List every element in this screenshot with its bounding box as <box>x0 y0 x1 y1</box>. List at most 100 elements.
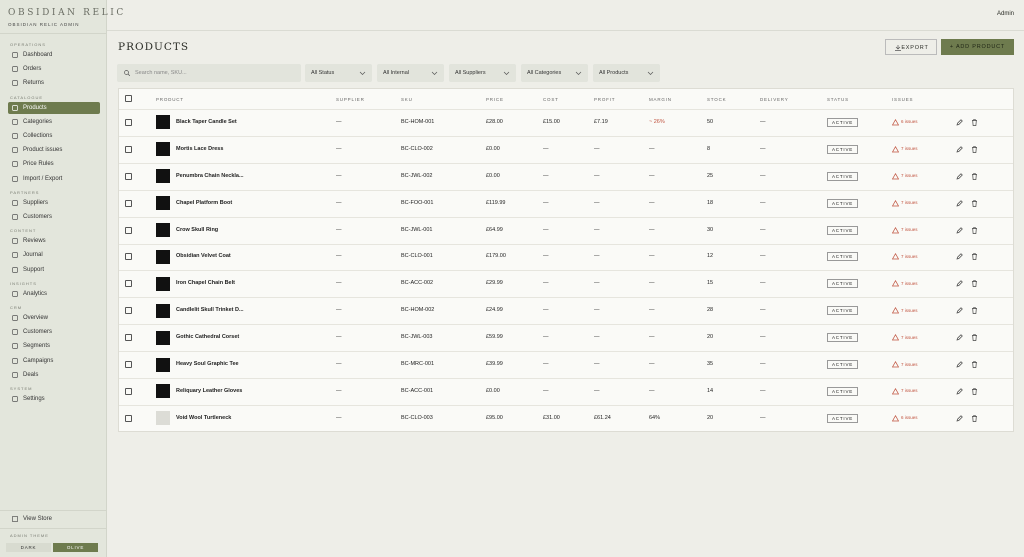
edit-button[interactable] <box>956 146 963 153</box>
nav-item[interactable]: Segments <box>8 340 100 352</box>
nav-item[interactable]: Journal <box>8 249 100 261</box>
nav-item[interactable]: Support <box>8 264 100 276</box>
nav-item[interactable]: Suppliers <box>8 197 100 209</box>
table-cell: — <box>594 361 600 368</box>
issues-count[interactable]: 7 issues <box>901 146 918 152</box>
nav-item[interactable]: Campaigns <box>8 355 100 367</box>
delete-button[interactable] <box>971 415 978 422</box>
delete-button[interactable] <box>971 388 978 395</box>
product-name[interactable]: Void Wool Turtleneck <box>176 414 232 421</box>
issues-count[interactable]: 6 issues <box>901 415 918 421</box>
nav-item[interactable]: Products <box>8 101 100 114</box>
edit-button[interactable] <box>956 307 963 314</box>
row-checkbox[interactable] <box>125 199 132 207</box>
nav-item[interactable]: Price Rules <box>8 158 100 170</box>
row-checkbox[interactable] <box>125 334 132 342</box>
select-all-checkbox[interactable] <box>125 95 132 102</box>
theme-option[interactable]: OLIVE <box>53 543 98 552</box>
delete-button[interactable] <box>971 307 978 315</box>
theme-option[interactable]: DARK <box>6 543 51 552</box>
nav-item[interactable]: Settings <box>8 393 100 405</box>
row-checkbox[interactable] <box>125 414 132 422</box>
row-checkbox[interactable] <box>125 226 132 234</box>
row-checkbox[interactable] <box>125 118 132 126</box>
delete-button[interactable] <box>971 119 978 126</box>
filter-select[interactable]: All Suppliers <box>449 64 516 82</box>
issues-count[interactable]: 7 issues <box>901 227 918 233</box>
nav-item[interactable]: Import / Export <box>8 173 100 185</box>
edit-button[interactable] <box>956 361 963 368</box>
product-name[interactable]: Candlelit Skull Trinket D... <box>176 307 244 314</box>
product-name[interactable]: Reliquary Leather Gloves <box>176 387 243 394</box>
edit-button[interactable] <box>956 388 963 395</box>
issues-count[interactable]: 7 issues <box>901 307 918 313</box>
row-checkbox[interactable] <box>125 387 132 395</box>
nav-item[interactable]: Returns <box>8 77 100 89</box>
nav-item[interactable]: Deals <box>8 369 100 381</box>
nav-item[interactable]: Dashboard <box>8 49 100 61</box>
add-product-button[interactable]: + ADD PRODUCT <box>941 39 1014 55</box>
product-name[interactable]: Iron Chapel Chain Belt <box>176 280 235 287</box>
product-name[interactable]: Black Taper Candle Set <box>176 118 237 125</box>
issues-count[interactable]: 7 issues <box>901 334 918 340</box>
status-badge: ACTIVE <box>827 386 859 396</box>
user-menu[interactable]: Admin <box>996 11 1014 17</box>
issues-count[interactable]: 6 issues <box>901 119 918 125</box>
search-input[interactable]: Search name, SKU... <box>117 64 301 82</box>
issues-count[interactable]: 7 issues <box>901 280 918 286</box>
delete-button[interactable] <box>971 226 978 234</box>
nav-item[interactable]: Overview <box>8 312 100 324</box>
column-header: SUPPLIER <box>336 97 365 102</box>
delete-button[interactable] <box>971 334 978 341</box>
nav-item[interactable]: Analytics <box>8 288 100 300</box>
nav-item[interactable]: Categories <box>8 116 100 128</box>
issues-count[interactable]: 7 issues <box>901 253 918 259</box>
nav-item[interactable]: Customers <box>8 211 100 223</box>
table-cell: — <box>760 172 766 179</box>
edit-button[interactable] <box>956 119 963 126</box>
product-name[interactable]: Mortis Lace Dress <box>176 145 224 152</box>
filter-select[interactable]: All Categories <box>521 64 588 82</box>
nav-item[interactable]: Reviews <box>8 235 100 247</box>
issues-count[interactable]: 7 issues <box>901 388 918 394</box>
edit-button[interactable] <box>956 226 963 234</box>
row-checkbox[interactable] <box>125 145 132 153</box>
table-cell: 15 <box>707 280 714 287</box>
edit-button[interactable] <box>956 172 963 180</box>
edit-button[interactable] <box>956 253 963 260</box>
issues-count[interactable]: 7 issues <box>901 173 918 179</box>
row-checkbox[interactable] <box>125 307 132 315</box>
product-name[interactable]: Obsidian Velvet Coat <box>176 253 231 260</box>
row-checkbox[interactable] <box>125 361 132 369</box>
delete-button[interactable] <box>971 361 978 368</box>
filter-select[interactable]: All Internal <box>377 64 444 82</box>
delete-button[interactable] <box>971 253 978 261</box>
nav-item[interactable]: Customers <box>8 326 100 338</box>
product-name[interactable]: Chapel Platform Boot <box>176 199 233 206</box>
filter-select[interactable]: All Status <box>305 64 372 82</box>
edit-button[interactable] <box>956 415 963 422</box>
nav-item[interactable]: Product issues <box>8 144 100 156</box>
row-checkbox[interactable] <box>125 253 132 261</box>
delete-button[interactable] <box>971 199 978 207</box>
edit-button[interactable] <box>956 280 963 287</box>
delete-button[interactable] <box>971 280 978 288</box>
issues-count[interactable]: 7 issues <box>901 361 918 367</box>
row-checkbox[interactable] <box>125 172 132 180</box>
product-name[interactable]: Heavy Soul Graphic Tee <box>176 361 239 368</box>
product-name[interactable]: Gothic Cathedral Corset <box>176 334 240 341</box>
issues-count[interactable]: 7 issues <box>901 200 918 206</box>
delete-button[interactable] <box>971 173 978 180</box>
product-name[interactable]: Crow Skull Ring <box>176 226 219 233</box>
row-checkbox[interactable] <box>125 280 132 288</box>
nav-item[interactable]: Orders <box>8 63 100 75</box>
edit-button[interactable] <box>956 199 963 207</box>
export-button[interactable]: EXPORT <box>885 39 937 55</box>
delete-button[interactable] <box>971 146 978 153</box>
table-cell: — <box>336 253 342 260</box>
edit-button[interactable] <box>956 334 963 341</box>
product-name[interactable]: Penumbra Chain Neckla... <box>176 172 244 179</box>
filter-select[interactable]: All Products <box>593 64 660 82</box>
nav-item[interactable]: Collections <box>8 130 100 142</box>
view-store-link[interactable]: View Store <box>8 513 100 525</box>
